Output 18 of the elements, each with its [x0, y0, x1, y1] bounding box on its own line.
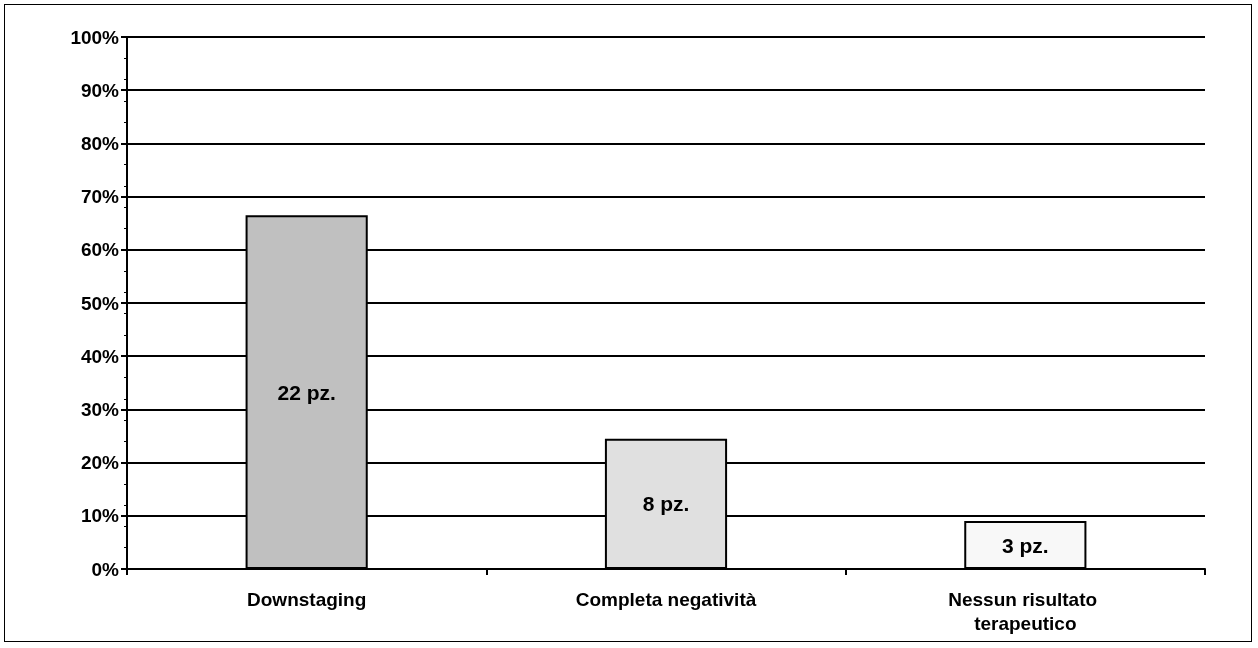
bar	[964, 521, 1087, 569]
y-tick-label: 40%	[80, 345, 120, 367]
y-tick-label: 20%	[80, 452, 120, 474]
y-tick-label: 100%	[70, 26, 120, 48]
y-tick-label: 90%	[80, 79, 120, 101]
x-tick-label: Completa negatività	[575, 588, 757, 610]
annotation: 3 pz.	[1001, 533, 1049, 557]
y-tick-label: 60%	[80, 239, 120, 261]
y-tick-label: 10%	[80, 505, 120, 527]
x-tick-label: Downstaging	[247, 588, 367, 610]
y-tick-label: 70%	[80, 186, 120, 208]
y-tick-label: 30%	[80, 398, 120, 420]
y-tick-label: 0%	[91, 558, 120, 580]
y-tick-label: 80%	[80, 132, 120, 154]
annotation: 22 pz.	[277, 380, 336, 404]
y-tick-label: 50%	[80, 292, 120, 314]
x-tick-label: Nessun risultato terapeutico	[948, 588, 1103, 634]
annotation: 8 pz.	[642, 492, 690, 516]
